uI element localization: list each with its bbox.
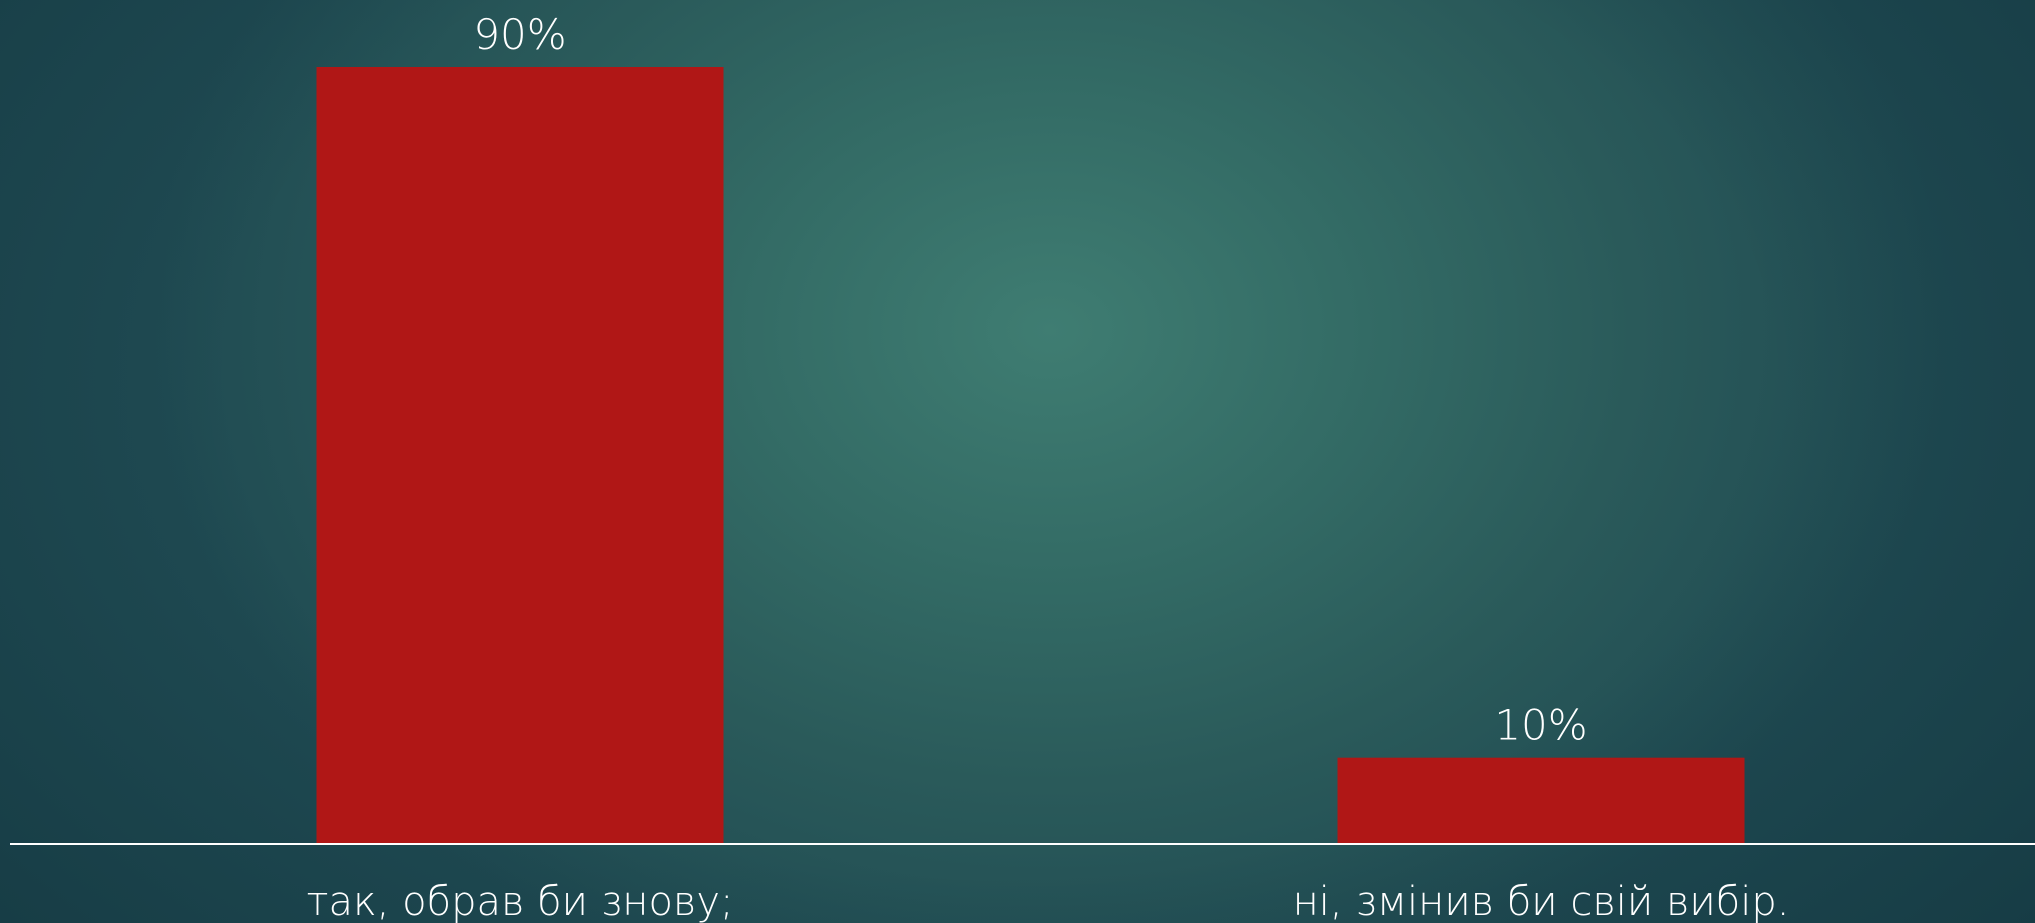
category-labels-group: так, обрав би знову; ні, змінив би свій в…	[306, 879, 1789, 923]
data-label-1: 10%	[1494, 701, 1587, 750]
category-label-1: ні, змінив би свій вибір.	[1293, 879, 1790, 923]
bars-group	[316, 67, 1745, 844]
bar-0	[316, 67, 724, 844]
bar-1	[1337, 757, 1745, 844]
data-label-0: 90%	[473, 10, 566, 59]
category-label-0: так, обрав би знову;	[306, 879, 733, 923]
data-labels-group: 90% 10%	[473, 10, 1587, 750]
